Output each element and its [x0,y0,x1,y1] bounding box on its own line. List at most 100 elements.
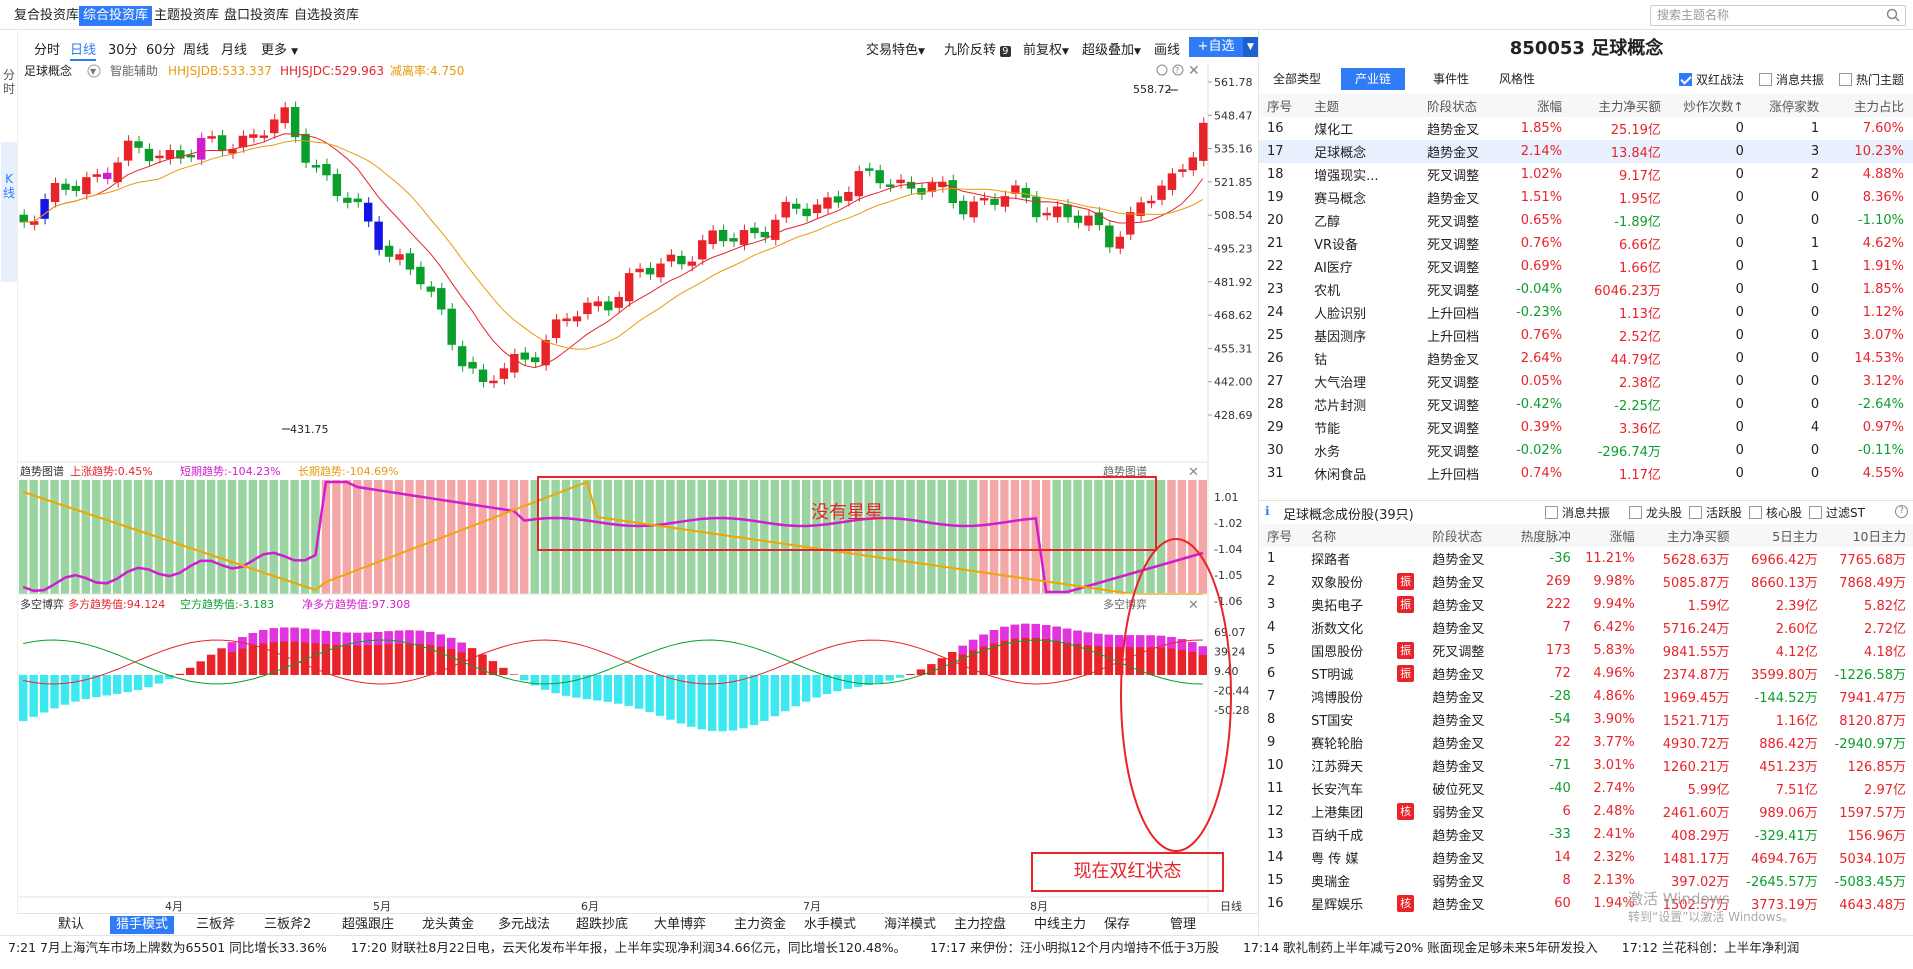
strategy-tab[interactable]: 龙头黄金 [422,917,475,932]
theme-row[interactable]: 24 人脸识别 上升回档 -0.23% 1.13亿 0 0 1.12% [1259,301,1913,324]
news-item[interactable]: 17:12 兰花科创：上半年净利润 [1621,940,1800,955]
constituent-row[interactable]: 13 百纳千成 趋势金叉 -33 2.41% 408.29万 -329.41万 156.96万 [1259,823,1913,846]
news-ticker[interactable]: 7:21 7月上海汽车市场上牌数为65501 同比增长33.36% 17:20 财… [0,935,1913,959]
theme-row[interactable]: 21 VR设备 死叉调整 0.76% 6.66亿 0 1 4.62% [1259,232,1913,255]
checkbox-filter-st[interactable]: 过滤ST [1809,504,1865,521]
constituent-row[interactable]: 11 长安汽车 破位死叉 -40 2.74% 5.99亿 7.51亿 2.97亿 [1259,777,1913,800]
strategy-tab[interactable]: 管理 [1170,917,1197,932]
strategy-tab[interactable]: 超强跟庄 [342,917,395,932]
theme-row[interactable]: 31 休闲食品 上升回档 0.74% 1.17亿 0 0 4.55% [1259,462,1913,485]
help-icon[interactable] [1172,64,1184,76]
strategy-tab[interactable]: 海洋模式 [884,917,937,932]
theme-col-header[interactable]: 主力占比 [1829,94,1913,117]
constituent-row[interactable]: 7 鸿博股份 趋势金叉 -28 4.86% 1969.45万 -144.52万 7941.47… [1259,685,1913,708]
smart-assist-label[interactable]: 智能辅助 [110,63,158,78]
news-item[interactable]: 17:20 财联社8月22日电，云天化发布半年报，上半年实现净利润34.66亿元… [350,940,907,955]
tab-event[interactable]: 事件性 [1433,72,1470,86]
strategy-tab[interactable]: 中线主力 [1034,917,1087,932]
theme-col-header[interactable]: 涨停家数 [1753,94,1830,117]
strategy-tab[interactable]: 三板斧 [196,917,236,932]
trade-feature-menu[interactable]: 交易特色▼ [866,43,925,58]
close-icon[interactable]: ✕ [1188,63,1200,79]
theme-col-header[interactable]: 涨幅 [1496,94,1573,117]
constituent-row[interactable]: 4 浙数文化 趋势金叉 7 6.42% 5716.24万 2.60亿 2.72亿 [1259,616,1913,639]
search-icon[interactable] [1886,8,1900,22]
chevron-down-icon[interactable] [87,64,101,78]
constituents-col-header[interactable]: 5日主力 [1737,524,1826,547]
strategy-tab[interactable]: 主力控盘 [954,917,1007,932]
theme-row[interactable]: 19 赛马概念 趋势金叉 1.51% 1.95亿 0 0 8.36% [1259,186,1913,209]
theme-col-header[interactable]: 主力净买额 [1572,94,1671,117]
tab-all-types[interactable]: 全部类型 [1273,72,1322,86]
add-favorite-dropdown[interactable]: ▼ [1243,37,1258,57]
strategy-tab[interactable]: 多元战法 [498,917,551,932]
constituents-col-header[interactable] [1386,524,1425,547]
theme-row[interactable]: 26 钴 趋势金叉 2.64% 44.79亿 0 0 14.53% [1259,347,1913,370]
constituents-col-header[interactable]: 主力净买额 [1642,524,1738,547]
constituent-row[interactable]: 14 粤 传 媒 趋势金叉 14 2.32% 1481.17万 4694.76万 5034.1… [1259,846,1913,869]
draw-line-button[interactable]: 画线 [1154,43,1181,58]
strategy-tab[interactable]: 超跌抄底 [576,917,629,932]
strategy-tab[interactable]: 猎手模式 [110,916,175,934]
news-item[interactable]: 7:21 7月上海汽车市场上牌数为65501 同比增长33.36% [8,940,327,955]
rail-intraday[interactable]: 分时 [2,68,15,96]
tab-tape-library[interactable]: 盘口投资库 [224,8,290,23]
checkbox-hot-theme[interactable]: 热门主题 [1839,71,1904,88]
period-60min[interactable]: 60分 [146,43,176,58]
theme-col-header[interactable]: 序号 [1259,94,1307,117]
theme-search-input[interactable]: 搜索主题名称 [1650,5,1906,26]
theme-row[interactable]: 30 水务 死叉调整 -0.02% -296.74万 0 0 -0.11% [1259,439,1913,462]
strategy-tab[interactable]: 三板斧2 [264,917,312,932]
strategy-tab[interactable]: 默认 [58,917,85,932]
constituents-col-header[interactable]: 名称 [1303,524,1387,547]
checkbox-core[interactable]: 核心股 [1749,504,1802,521]
pre-adjust-menu[interactable]: 前复权▼ [1023,43,1069,58]
constituent-row[interactable]: 5 国恩股份 振 死叉调整 173 5.83% 9841.55万 4.12亿 4.18亿 [1259,639,1913,662]
super-overlay-menu[interactable]: 超级叠加▼ [1082,43,1141,58]
constituent-row[interactable]: 2 双象股份 振 趋势金叉 269 9.98% 5085.87万 8660.13万 7868.4… [1259,570,1913,593]
constituent-row[interactable]: 16 星辉娱乐 核 趋势金叉 60 1.94% 1502.57万 3773.19万 4643.4… [1259,892,1913,915]
constituents-col-header[interactable]: 序号 [1259,524,1304,547]
theme-row[interactable]: 29 节能 死叉调整 0.39% 3.36亿 0 4 0.97% [1259,416,1913,439]
news-item[interactable]: 17:17 来伊份：汪小明拟12个月内增持不低于3万股 [930,940,1220,955]
theme-row[interactable]: 27 大气治理 死叉调整 0.05% 2.38亿 0 0 3.12% [1259,370,1913,393]
theme-col-header[interactable]: 炒作次数↑ [1670,94,1754,117]
constituent-row[interactable]: 12 上港集团 核 弱势金叉 6 2.48% 2461.60万 989.06万 1597.57万 [1259,800,1913,823]
constituents-col-header[interactable]: 热度脉冲 [1501,524,1579,547]
tab-style[interactable]: 风格性 [1499,72,1536,86]
period-weekly[interactable]: 周线 [183,43,210,58]
period-intraday[interactable]: 分时 [34,43,61,58]
period-30min[interactable]: 30分 [108,43,138,58]
theme-col-header[interactable]: 主题 [1306,94,1420,117]
checkbox-active[interactable]: 活跃股 [1689,504,1742,521]
rail-kline[interactable]: K线 [1,142,17,282]
help-icon[interactable]: ? [1895,505,1908,518]
kline-chart[interactable]: 足球概念 ▼ 智能辅助 HHJSJDB:533.337 HHJSJDC:529.… [18,62,1258,915]
news-item[interactable]: 17:14 歌礼制药上半年减亏20% 账面现金足够未来5年研发投入 [1243,940,1598,955]
close-icon[interactable]: ✕ [1188,598,1199,613]
add-favorite-button[interactable]: +自选 [1189,37,1243,57]
constituent-row[interactable]: 9 赛轮轮胎 趋势金叉 22 3.77% 4930.72万 886.42万 -2940.97万 [1259,731,1913,754]
theme-col-header[interactable]: 阶段状态 [1419,94,1497,117]
theme-row[interactable]: 22 AI医疗 死叉调整 0.69% 1.66亿 0 1 1.91% [1259,255,1913,278]
tab-industry-chain[interactable]: 产业链 [1341,68,1406,90]
constituents-col-header[interactable]: 10日主力 [1825,524,1913,547]
constituent-row[interactable]: 15 奥瑞金 弱势金叉 8 2.13% 397.02万 -2645.57万 -5083.45万 [1259,869,1913,892]
theme-row[interactable]: 28 芯片封测 死叉调整 -0.42% -2.25亿 0 0 -2.64% [1259,393,1913,416]
constituent-row[interactable]: 3 奥拓电子 振 趋势金叉 222 9.94% 1.59亿 2.39亿 5.82亿 [1259,593,1913,616]
period-monthly[interactable]: 月线 [221,43,248,58]
checkbox-news[interactable]: 消息共振 [1545,504,1610,521]
constituent-row[interactable]: 6 ST明诚 振 趋势金叉 72 4.96% 2374.87万 3599.80万 -1226.5… [1259,662,1913,685]
constituent-row[interactable]: 8 ST国安 趋势金叉 -54 3.90% 1521.71万 1.16亿 8120.87万 [1259,708,1913,731]
checkbox-leader[interactable]: 龙头股 [1629,504,1682,521]
period-more[interactable]: 更多 ▼ [261,43,299,58]
theme-row[interactable]: 20 乙醇 死叉调整 0.65% -1.89亿 0 0 -1.10% [1259,209,1913,232]
tab-comprehensive-library[interactable]: 综合投资库 [79,6,153,26]
checkbox-double-red[interactable]: 双红战法 [1679,71,1744,88]
constituents-col-header[interactable]: 涨幅 [1578,524,1643,547]
tab-composite-library[interactable]: 复合投资库 [14,8,80,23]
period-daily[interactable]: 日线 [70,39,97,61]
theme-row[interactable]: 18 增强现实... 死叉调整 1.02% 9.17亿 0 2 4.88% [1259,163,1913,186]
tab-theme-library[interactable]: 主题投资库 [154,8,220,23]
theme-row[interactable]: 17 足球概念 趋势金叉 2.14% 13.84亿 0 3 10.23% [1259,140,1913,163]
